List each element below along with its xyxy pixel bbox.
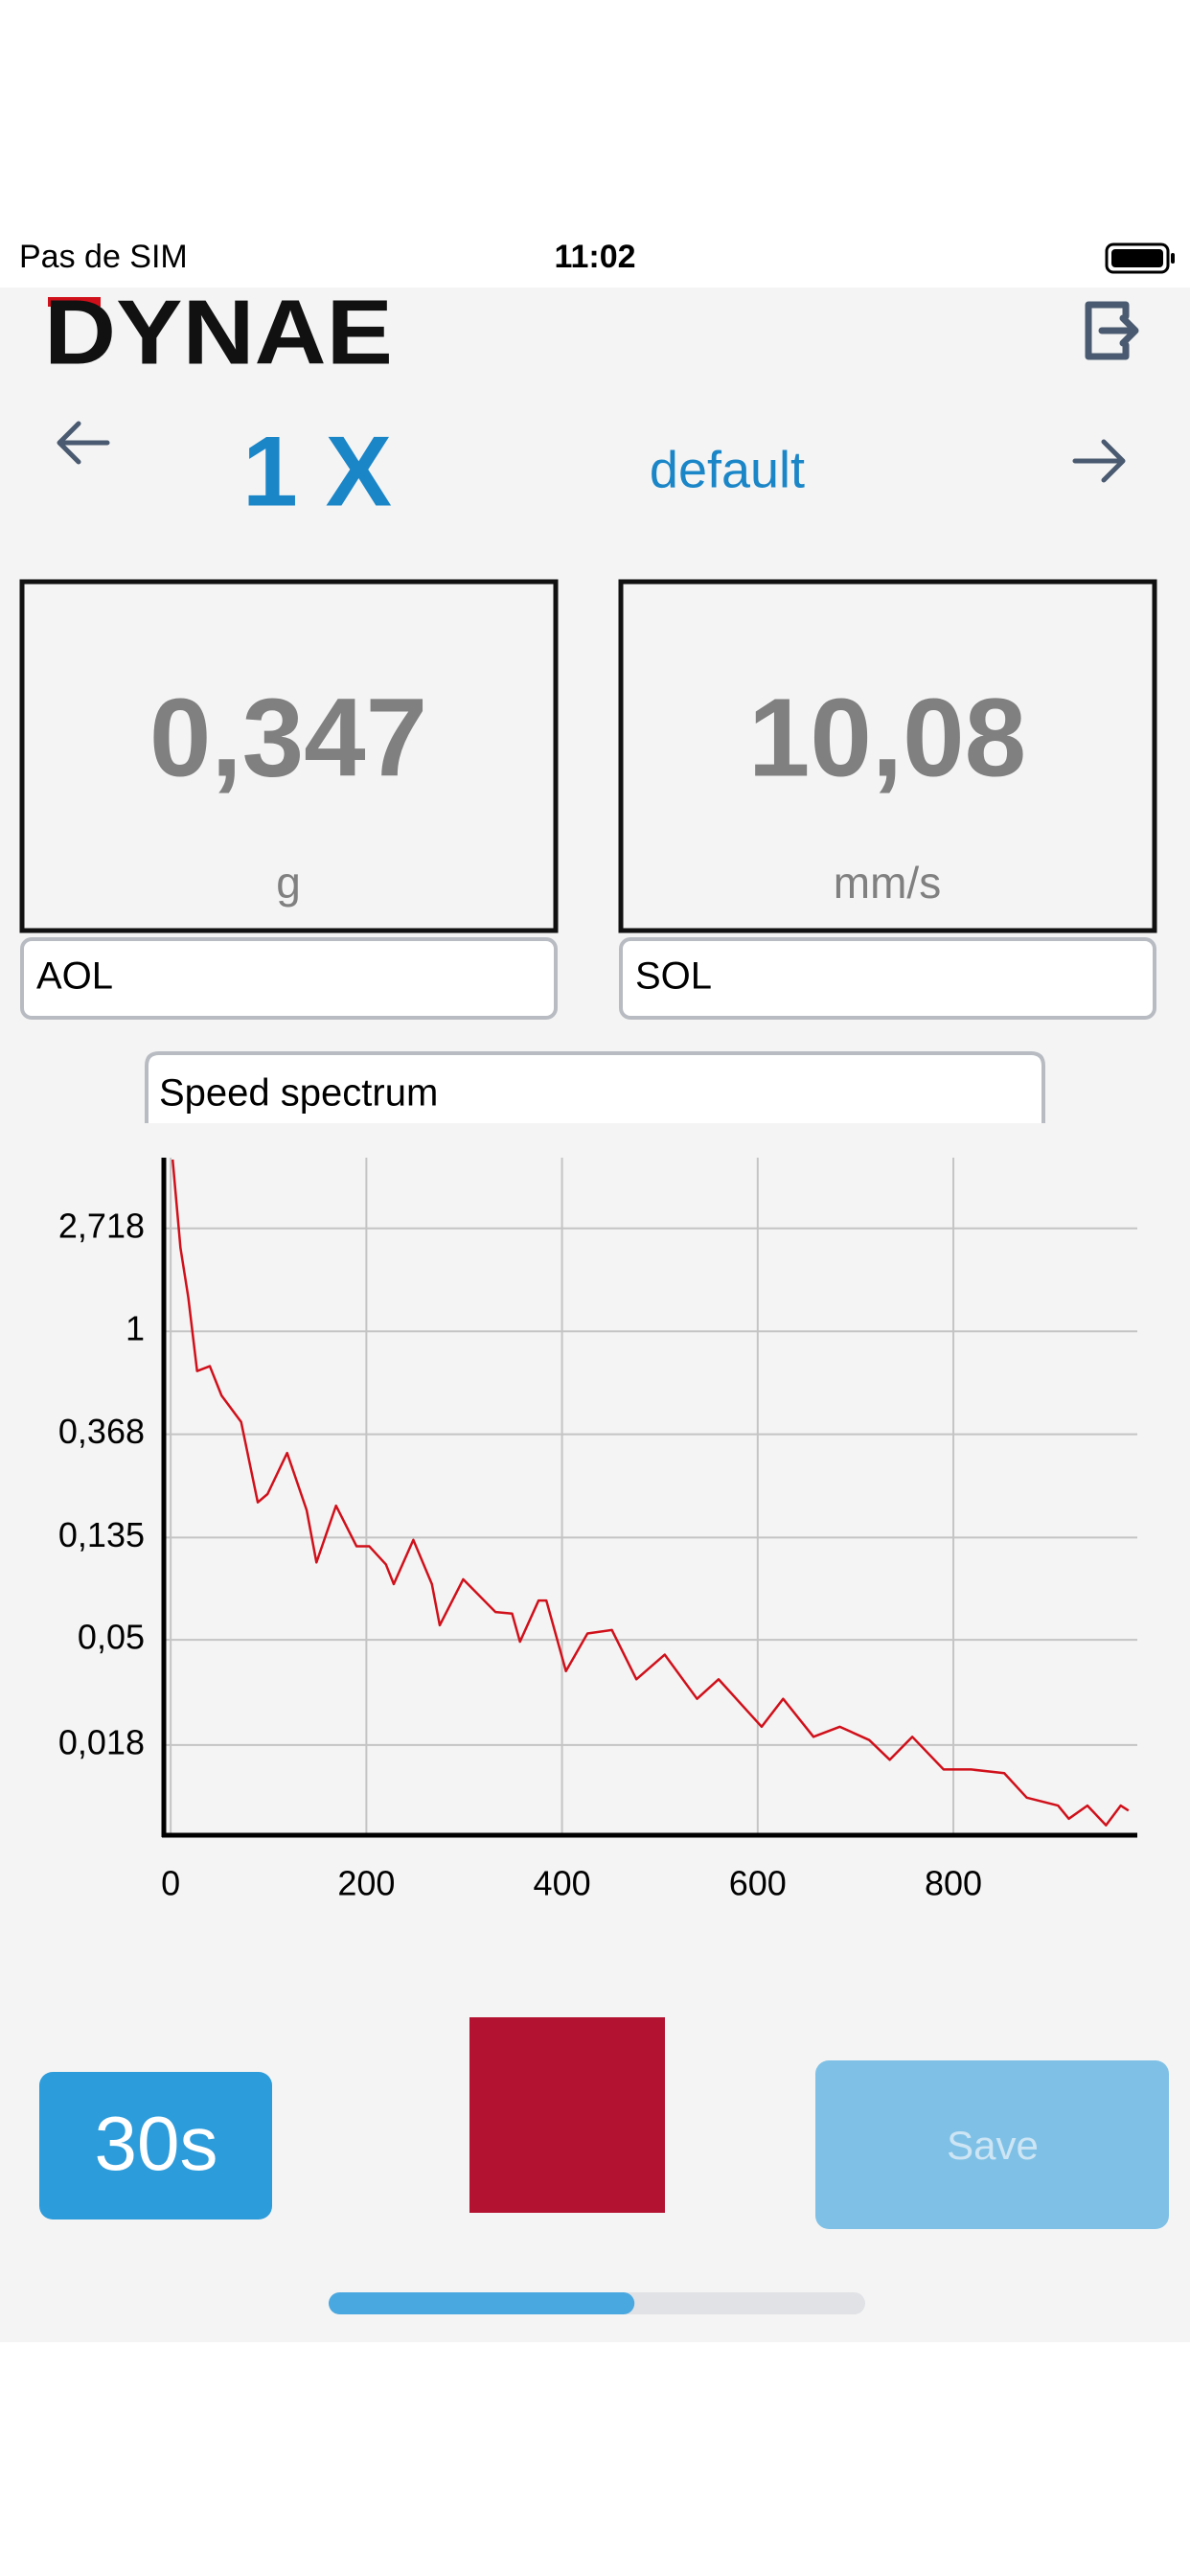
timer-label: 30s xyxy=(95,2101,218,2186)
x-tick-label: 400 xyxy=(534,1864,591,1903)
profile[interactable]: default xyxy=(650,441,805,498)
spectrum-label: Speed spectrum xyxy=(159,1072,438,1115)
x-tick-label: 0 xyxy=(161,1864,180,1903)
reading-box: 10,08 mm/s xyxy=(618,579,1157,933)
next-button[interactable] xyxy=(1072,439,1126,483)
y-tick-label: 0,135 xyxy=(58,1515,145,1554)
logo-accent xyxy=(48,297,101,307)
x-tick-label: 200 xyxy=(337,1864,395,1903)
y-tick-label: 2,718 xyxy=(58,1206,145,1245)
progress-fill xyxy=(329,2292,635,2314)
save-label: Save xyxy=(947,2123,1039,2168)
reading-unit: g xyxy=(276,858,301,908)
reading-value: 10,08 xyxy=(748,676,1026,800)
timer-button[interactable]: 30s xyxy=(39,2072,272,2220)
spectrum-selector[interactable]: Speed spectrum xyxy=(145,1051,1045,1123)
reading-unit: mm/s xyxy=(834,858,941,908)
label-field[interactable]: AOL xyxy=(20,937,558,1020)
battery xyxy=(1105,242,1175,274)
spectrum-line xyxy=(171,1159,1130,1827)
clock: 11:02 xyxy=(554,239,635,275)
y-tick-label: 0,05 xyxy=(78,1618,145,1657)
save-button[interactable]: Save xyxy=(815,2060,1169,2229)
record-button[interactable] xyxy=(469,2017,665,2213)
y-tick-label: 1 xyxy=(126,1309,145,1348)
reading-value: 0,347 xyxy=(149,676,427,800)
carrier: Pas de SIM xyxy=(19,239,188,275)
y-tick-label: 0,368 xyxy=(58,1412,145,1451)
chart: 2,718 1 0,368 0,135 0,05 0,018 0 200 400 600 800 xyxy=(58,1158,1137,1903)
x-tick-label: 800 xyxy=(925,1864,982,1903)
x-tick-label: 600 xyxy=(729,1864,787,1903)
label-text: SOL xyxy=(635,955,712,998)
logo: DYNAE xyxy=(44,281,393,383)
channel: 1 X xyxy=(242,416,392,527)
prev-button[interactable] xyxy=(57,421,110,465)
label-text: AOL xyxy=(36,955,113,998)
reading-box: 0,347 g xyxy=(19,579,559,933)
label-field[interactable]: SOL xyxy=(619,937,1156,1020)
y-tick-label: 0,018 xyxy=(58,1722,145,1761)
logout-button[interactable] xyxy=(1085,301,1139,360)
